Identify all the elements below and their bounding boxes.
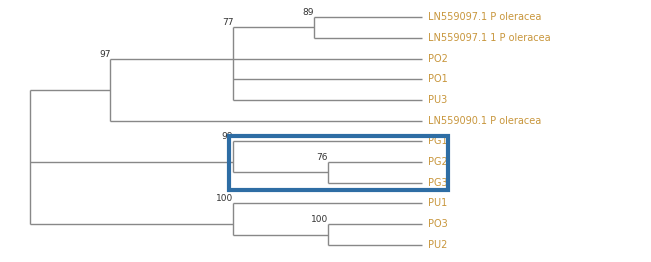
Text: PO2: PO2 [428, 53, 448, 63]
Text: 97: 97 [99, 50, 111, 58]
Text: PO1: PO1 [428, 74, 448, 84]
Text: LN559090.1 P oleracea: LN559090.1 P oleracea [428, 116, 541, 126]
Text: 89: 89 [302, 8, 314, 17]
Text: 77: 77 [222, 18, 233, 28]
Text: 76: 76 [316, 153, 328, 162]
Text: PG3: PG3 [428, 178, 448, 188]
Text: LN559097.1 1 P oleracea: LN559097.1 1 P oleracea [428, 33, 551, 43]
Text: LN559097.1 P oleracea: LN559097.1 P oleracea [428, 12, 542, 22]
Bar [229, 135, 449, 190]
Text: 100: 100 [311, 215, 328, 224]
Text: PU3: PU3 [428, 95, 447, 105]
Text: 100: 100 [216, 194, 233, 204]
Text: PO3: PO3 [428, 219, 448, 229]
Text: PG1: PG1 [428, 136, 448, 146]
Text: 99: 99 [222, 132, 233, 141]
Text: PG2: PG2 [428, 157, 448, 167]
Text: PU1: PU1 [428, 199, 447, 209]
Text: PU2: PU2 [428, 240, 447, 250]
